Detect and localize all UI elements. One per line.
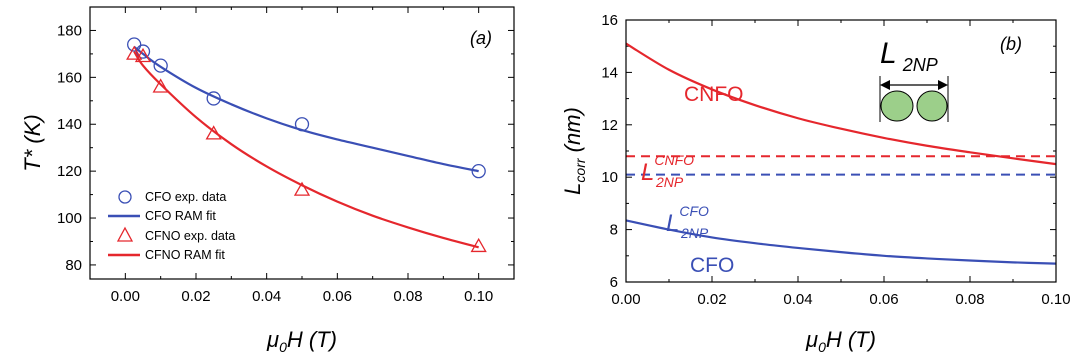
inset-two-particles: L 2NP (879, 37, 949, 122)
l2np-cfo-label: LCFO 2NP (666, 203, 709, 241)
l2np-cfo-main: L (666, 210, 679, 237)
cfo-curve-label: CFO (690, 254, 734, 277)
panel-a-ytick-label: 120 (57, 163, 82, 180)
panel-a-xtick-label: 0.04 (252, 288, 281, 305)
inset-arrowhead-left (880, 80, 890, 90)
l2np-cnfo-sup: CNFO (654, 152, 694, 168)
inset-label: L 2NP (880, 37, 938, 75)
panel-a-xtick-label: 0.08 (393, 288, 422, 305)
panel-b-series-line-0 (625, 42, 1057, 166)
panel-a-ytick-label: 180 (57, 22, 82, 39)
panel-a-data-point-circle (127, 37, 142, 52)
cnfo-curve-label: CNFO (684, 83, 744, 106)
panel-b-ylabel: Lcorr (nm) (560, 107, 588, 195)
panel-a-data-point-triangle (293, 181, 311, 196)
l2np-cnfo-label: LCNFO 2NP (641, 152, 694, 190)
panel-b: 0.00 0.02 0.04 0.06 0.08 0.10 6 8 10 12 14 16 (b) L… (560, 12, 1070, 355)
panel-a-data-point-triangle (134, 47, 152, 63)
panel-b-label: (b) (1000, 34, 1022, 54)
panel-b-series (625, 42, 1057, 265)
legend-label-cfo-exp: CFO exp. data (145, 190, 226, 204)
panel-b-xtick-label: 0.04 (783, 291, 812, 308)
panel-b-xtick-label: 0.10 (1041, 291, 1070, 308)
l2np-cnfo-sub: 2NP (655, 174, 684, 190)
panel-a-xlabel-rest: H (T) (287, 327, 337, 352)
panel-b-xtick-label: 0.06 (869, 291, 898, 308)
legend-label-cfno-fit: CFNO RAM fit (145, 248, 225, 262)
panel-b-xtick-label: 0.00 (611, 291, 640, 308)
panel-b-xlabel-rest: H (T) (826, 327, 876, 352)
panel-b-ticks: 0.00 0.02 0.04 0.06 0.08 0.10 6 8 10 12 14 16 (601, 12, 1070, 308)
l2np-cfo-sub: 2NP (680, 225, 709, 241)
panel-a-frame (89, 6, 515, 280)
panel-a-xtick-label: 0.02 (181, 288, 210, 305)
panel-a-xtick-label: 0.10 (464, 288, 493, 305)
panel-b-ytick-label: 6 (610, 274, 618, 291)
inset-label-main: L (880, 37, 897, 70)
panel-a-ytick-label: 80 (65, 257, 82, 274)
legend-label-cfno-exp: CFNO exp. data (145, 229, 235, 243)
panel-a-ticks: 0.00 0.02 0.04 0.06 0.08 0.10 80 100 120 140 160 18… (57, 6, 515, 305)
panel-b-xlabel-sub: 0 (818, 339, 826, 355)
panel-b-xtick-label: 0.08 (955, 291, 984, 308)
panel-b-xlabel-main: μ (805, 327, 818, 352)
panel-a-ytick-label: 160 (57, 69, 82, 86)
panel-a-xtick-label: 0.06 (323, 288, 352, 305)
panel-b-ylabel-main: L (560, 183, 585, 195)
panel-a-ylabel: T* (K) (20, 114, 45, 171)
inset-label-sub: 2NP (902, 55, 938, 75)
panel-a-data-point-circle (153, 58, 168, 73)
panel-a: 0.00 0.02 0.04 0.06 0.08 0.10 80 100 120 140 160 18… (20, 6, 515, 355)
panel-a-series (126, 37, 487, 253)
panel-b-ytick-label: 14 (601, 64, 618, 81)
legend-marker-cfno-exp (116, 226, 134, 242)
panel-b-frame (625, 19, 1057, 283)
panel-a-ytick-label: 100 (57, 210, 82, 227)
nanoparticle-right (916, 90, 948, 122)
panel-a-ytick-label: 140 (57, 116, 82, 133)
legend-label-cfo-fit: CFO RAM fit (145, 209, 216, 223)
panel-a-data-point-triangle (126, 45, 143, 60)
l2np-cfo-sup: CFO (679, 203, 709, 219)
panel-b-xlabel: μ0H (T) (805, 327, 876, 355)
l2np-cnfo-main: L (641, 159, 654, 186)
inset-arrowhead-right (938, 80, 948, 90)
panel-a-series-line-1 (133, 45, 479, 173)
panel-b-ytick-label: 8 (610, 222, 618, 239)
panel-b-series-line-1 (625, 219, 1057, 265)
panel-a-xlabel: μ0H (T) (266, 327, 337, 355)
panel-b-ylabel-rest: (nm) (560, 107, 585, 158)
panel-a-series-line-3 (133, 50, 479, 249)
legend-marker-cfo-exp (118, 190, 132, 204)
panel-a-label: (a) (470, 28, 492, 48)
panel-b-xtick-label: 0.02 (697, 291, 726, 308)
panel-a-xtick-label: 0.00 (111, 288, 140, 305)
panel-a-xlabel-sub: 0 (279, 339, 287, 355)
panel-a-data-point-circle (471, 163, 486, 179)
panel-b-ylabel-sub: corr (572, 157, 588, 182)
panel-a-data-point-triangle (152, 78, 169, 93)
panel-b-ytick-label: 12 (601, 117, 618, 134)
panel-a-xlabel-main: μ (266, 327, 279, 352)
panel-b-ytick-label: 10 (601, 169, 618, 186)
panel-b-ytick-label: 16 (601, 12, 618, 29)
nanoparticle-left (880, 90, 914, 122)
panel-a-legend: CFO exp. data CFO RAM fit CFNO exp. data… (108, 190, 235, 262)
